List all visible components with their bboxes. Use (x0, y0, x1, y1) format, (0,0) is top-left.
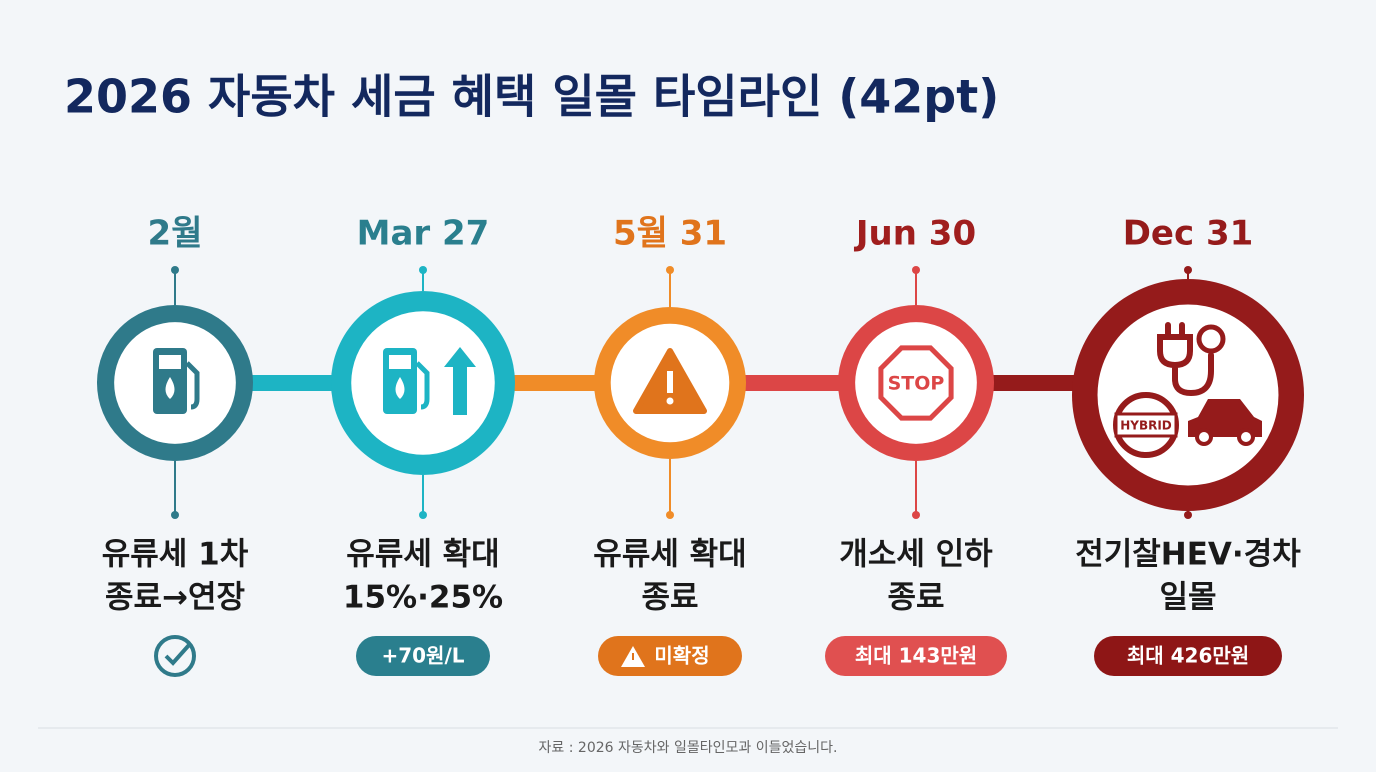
warning-dot (666, 397, 674, 405)
stem-dot (171, 266, 179, 274)
car-icon (1188, 399, 1262, 437)
date: 2월 (148, 214, 203, 254)
milestone-label: 유류세 확대 (346, 537, 499, 573)
milestone-label: 종료 (641, 580, 698, 616)
badge-text: +70원/L (381, 644, 464, 668)
stem-dot (1184, 266, 1192, 274)
stem-dot (419, 511, 427, 519)
stem-dot (666, 511, 674, 519)
milestone-label: 유류세 확대 (593, 537, 746, 573)
milestone-center (351, 311, 495, 455)
badge-text: 미확정 (654, 644, 709, 668)
title: 2026 자동차 세금 혜택 일몰 타임라인 (42pt) (64, 70, 999, 124)
date: Jun 30 (854, 214, 976, 254)
fuel-pump-window (159, 355, 181, 369)
stem-dot (171, 511, 179, 519)
stop-sign-icon (878, 345, 954, 421)
stem-dot (1184, 511, 1192, 519)
stem-dot (419, 266, 427, 274)
hybrid-text: HYBRID (1120, 419, 1172, 433)
stem-dot (666, 266, 674, 274)
check-mark (164, 643, 191, 666)
check-icon (154, 635, 196, 677)
charge-circle (1196, 324, 1226, 354)
badge-text: 최대 426만원 (1127, 644, 1249, 668)
date: Dec 31 (1123, 214, 1254, 254)
badge-warning-mark (632, 653, 634, 660)
milestone-label: 15%·25% (343, 580, 503, 616)
milestone-label: 개소세 인하 (839, 537, 993, 573)
wheel (1195, 428, 1213, 446)
fuel-pump-window (389, 355, 411, 369)
source: 자료 : 2026 자동차와 일몰타인모과 이들었습니다. (539, 740, 838, 756)
badge-text: 최대 143만원 (855, 644, 977, 668)
stop-text: STOP (888, 373, 945, 395)
plug-icon (1157, 322, 1214, 397)
badge (825, 636, 1007, 676)
stem-dot (912, 266, 920, 274)
milestone-label: 일몰 (1159, 580, 1216, 616)
date: Mar 27 (357, 214, 490, 254)
milestone-label: 전기찰HEV·경차 (1075, 537, 1301, 573)
hybrid-band (1114, 412, 1178, 438)
up-arrow-icon (444, 347, 476, 415)
wheel (1237, 428, 1255, 446)
date: 5월 31 (613, 214, 727, 254)
stem-dot (912, 511, 920, 519)
badge (1094, 636, 1282, 676)
milestone-label: 종료→연장 (105, 580, 245, 616)
fuel-hose (415, 361, 430, 410)
fuel-hose (185, 361, 200, 410)
fuel-drop (165, 377, 175, 399)
fuel-drop (395, 377, 405, 399)
milestone-label: 유류세 1차 (102, 537, 249, 573)
badge (356, 636, 490, 676)
milestone-label: 종료 (887, 580, 944, 616)
warning-mark (667, 371, 673, 393)
